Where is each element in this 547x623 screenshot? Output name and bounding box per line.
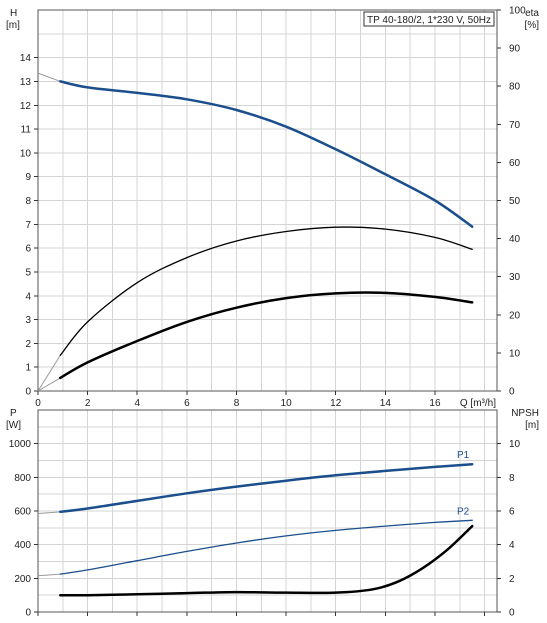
y-left-axis-label: P	[10, 408, 17, 419]
y-left-tick-label: 600	[14, 507, 31, 518]
y-right-tick-label: 20	[509, 310, 521, 321]
top-series-0-line	[59, 80, 474, 228]
y-right-tick-label: 90	[509, 44, 521, 55]
y-left-tick-label: 11	[21, 125, 32, 136]
x-tick-label: 4	[134, 398, 140, 409]
power-npsh-panel: 0 200 400 600 800 1000 0 2 4 6 8 10 P[W] NPSH[m] P1 P2	[6, 408, 539, 619]
y-left-tick-label: 0	[25, 387, 31, 398]
series-label-p2: P2	[457, 506, 470, 517]
y-left-tick-label: 3	[25, 315, 31, 326]
y-left-tick-label: 8	[25, 196, 31, 207]
series-extension-line	[37, 72, 61, 82]
bottom-series-2-line	[59, 524, 474, 597]
x-tick-label: 14	[380, 398, 392, 409]
y-right-tick-label: 100	[509, 6, 526, 17]
y-left-tick-label: 13	[20, 77, 32, 88]
y-left-tick-label: 14	[20, 53, 32, 64]
chart-title-box	[363, 11, 495, 27]
head-efficiency-panel: 0123456789101112131401020304050607080901…	[6, 6, 539, 410]
x-tick-label: 8	[234, 398, 240, 409]
y-right-tick-label: 50	[509, 196, 521, 207]
chart-title: TP 40-180/2, 1*230 V, 50Hz	[367, 15, 491, 26]
x-tick-label: 10	[281, 398, 293, 409]
y-left-tick-label: 2	[25, 339, 31, 350]
top-series-1-line	[59, 226, 473, 356]
y-left-tick-label: 4	[25, 291, 31, 302]
y-right-tick-label: 10	[509, 348, 521, 359]
y-right-axis-unit: [m]	[525, 420, 539, 431]
series-p2-line	[59, 519, 473, 575]
x-tick-label: 12	[330, 398, 342, 409]
y-left-tick-label: 12	[20, 101, 32, 112]
y-left-tick-label: 9	[25, 172, 31, 183]
series-extension-line	[37, 511, 61, 515]
x-tick-label: 6	[184, 398, 190, 409]
y-right-tick-label: 0	[509, 608, 515, 619]
y-left-tick-label: 6	[25, 244, 31, 255]
y-right-tick-label: 8	[509, 473, 515, 484]
y-right-tick-label: 0	[509, 387, 515, 398]
y-left-tick-label: 10	[20, 148, 32, 159]
x-axis-label: Q [m³/h]	[460, 398, 496, 409]
y-left-axis-unit: [m]	[6, 20, 20, 31]
series-extension-line	[37, 355, 61, 392]
y-left-tick-label: 0	[25, 608, 31, 619]
y-right-tick-label: 70	[509, 120, 521, 131]
y-left-tick-label: 7	[25, 220, 31, 231]
series-extension-line	[37, 377, 61, 392]
y-right-tick-label: 60	[509, 158, 521, 169]
y-left-axis-unit: [W]	[6, 420, 21, 431]
y-left-tick-label: 5	[25, 267, 31, 278]
y-left-tick-label: 1000	[9, 439, 32, 450]
series-label-p1: P1	[457, 450, 470, 461]
x-tick-label: 2	[85, 398, 91, 409]
series-p1-line	[59, 462, 474, 514]
x-tick-label: 16	[429, 398, 441, 409]
y-left-tick-label: 800	[14, 473, 31, 484]
y-right-tick-label: 40	[509, 234, 521, 245]
x-tick-label: 0	[35, 398, 41, 409]
y-right-tick-label: 6	[509, 507, 515, 518]
series-extension-line	[37, 573, 61, 577]
y-left-axis-label: H	[10, 8, 17, 19]
y-right-tick-label: 4	[509, 540, 515, 551]
y-right-tick-label: 30	[509, 272, 521, 283]
y-right-axis-unit: [%]	[525, 20, 540, 31]
y-right-axis-label: NPSH	[511, 408, 539, 419]
y-left-tick-label: 200	[14, 574, 31, 585]
y-left-tick-label: 400	[14, 540, 31, 551]
y-right-axis-label: eta	[525, 8, 539, 19]
y-left-tick-label: 1	[25, 363, 31, 374]
y-right-tick-label: 2	[509, 574, 515, 585]
y-right-tick-label: 10	[509, 439, 521, 450]
y-right-tick-label: 80	[509, 82, 521, 93]
top-series-2-line	[59, 291, 474, 380]
